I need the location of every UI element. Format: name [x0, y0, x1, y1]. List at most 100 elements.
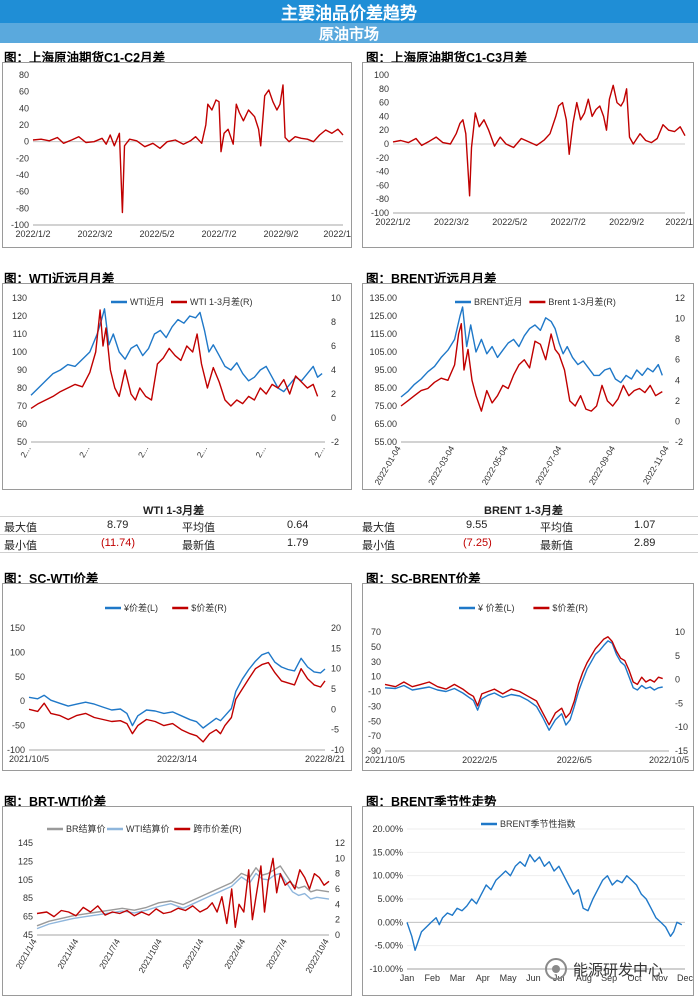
- wti-max-value: 8.79: [107, 519, 129, 531]
- y-tick-label: 20: [379, 125, 389, 135]
- section-subtitle: 原油市场: [0, 23, 698, 43]
- wti-stats-title: WTI 1-3月差: [143, 505, 205, 517]
- x-tick-label: May: [500, 973, 518, 983]
- y2-tick-label: -10: [675, 722, 688, 732]
- y2-tick-label: 6: [335, 884, 340, 894]
- x-tick-label: 2022/3/2: [77, 229, 112, 239]
- x-tick-label: Jun: [526, 973, 541, 983]
- x-tick-label: 2022/11/2: [665, 217, 693, 227]
- series-line: [32, 84, 344, 214]
- y-tick-label: 40: [379, 111, 389, 121]
- x-tick-label: 2022/11/2: [323, 229, 351, 239]
- x-tick-label: 2022/10/5: [649, 755, 689, 765]
- watermark: 能源研发中心: [545, 958, 663, 980]
- x-tick-label: 2022/8/21: [305, 754, 345, 764]
- x-tick-label: 2022/10/4: [303, 937, 331, 975]
- y2-tick-label: 12: [335, 838, 345, 848]
- y-tick-label: -20: [16, 153, 29, 163]
- x-tick-label: 2022-07-04: [533, 444, 564, 487]
- brent-max-label: 最大值: [362, 522, 395, 534]
- x-tick-label: 2022/7/2: [551, 217, 586, 227]
- x-tick-label: 2022/1/2: [15, 229, 50, 239]
- y2-tick-label: 0: [675, 675, 680, 685]
- y-tick-label: 125: [18, 856, 33, 866]
- legend-label: WTI 1-3月差(R): [190, 296, 253, 307]
- y-tick-label: -20: [376, 153, 389, 163]
- y2-tick-label: 6: [331, 341, 336, 351]
- y2-tick-label: 5: [331, 684, 336, 694]
- chart-title-p1: 图：上海原油期货C1-C2月差: [4, 51, 166, 65]
- series-line: [28, 651, 326, 729]
- x-tick-label: 2021/4/4: [55, 937, 80, 971]
- series-line: [384, 636, 663, 726]
- chart-panel-p7: 145 125 105 85 65 45 12 10 8 6 4 2 0 2021/1/4 2021/4/4…: [2, 806, 352, 996]
- y-tick-label: -10: [368, 687, 381, 697]
- y-tick-label: 60: [379, 98, 389, 108]
- y-tick-label: 110: [13, 329, 27, 339]
- y-tick-label: 70: [17, 401, 27, 411]
- y-tick-label: 150: [10, 623, 25, 633]
- y-tick-label: 15.00%: [372, 847, 403, 857]
- y2-tick-label: 20: [331, 623, 341, 633]
- chart-title-p5: 图：SC-WTI价差: [4, 572, 99, 586]
- y-tick-label: -70: [368, 731, 381, 741]
- legend-label: BR结算价: [66, 823, 106, 834]
- y2-tick-label: -2: [331, 437, 339, 447]
- y-tick-label: 100: [374, 70, 389, 80]
- wti-min-value: (11.74): [101, 537, 136, 549]
- chart-p4: 135.00 125.00 115.00 105.00 95.00 85.00 75.00 6…: [369, 293, 685, 487]
- chart-panel-p6: 70 50 30 10 -10 -30 -50 -70 -90 10 5 0 -5 -10 -15 2021/…: [362, 583, 694, 771]
- wti-avg-label: 平均值: [182, 522, 215, 534]
- y2-tick-label: 4: [335, 899, 340, 909]
- x-tick-label: 2021/1/4: [14, 937, 39, 971]
- brent-min-value: (7.25): [463, 537, 492, 549]
- y-tick-label: -100: [371, 208, 389, 218]
- x-tick-label: 2022/3/2: [434, 217, 469, 227]
- y-tick-label: 125.00: [369, 311, 397, 321]
- y2-tick-label: 0: [675, 416, 680, 426]
- y-tick-label: -40: [16, 170, 29, 180]
- x-tick-label: 2022-09-04: [587, 444, 618, 487]
- series-line: [36, 857, 330, 929]
- x-tick-label: 2022/9/2: [263, 229, 298, 239]
- x-tick-label: 2022/3/14: [157, 754, 197, 764]
- x-tick-label: Nov: [652, 973, 669, 983]
- x-tick-label: 2022-01-04: [372, 444, 403, 487]
- y-tick-label: 50: [371, 642, 381, 652]
- x-tick-label: 2...: [312, 444, 327, 459]
- y-tick-label: 95.00: [374, 365, 397, 375]
- brent-max-value: 9.55: [466, 519, 488, 531]
- series-line: [30, 309, 319, 409]
- y2-tick-label: 5: [675, 651, 680, 661]
- wechat-icon: [545, 958, 567, 980]
- brent-min-label: 最小值: [362, 540, 395, 552]
- y-tick-label: 100: [10, 647, 25, 657]
- y-tick-label: 135.00: [369, 293, 397, 303]
- chart-title-p2: 图：上海原油期货C1-C3月差: [366, 51, 528, 65]
- y-tick-label: -10.00%: [369, 964, 403, 974]
- x-tick-label: 2022/9/2: [609, 217, 644, 227]
- brent-avg-label: 平均值: [540, 522, 573, 534]
- series-line: [36, 872, 330, 930]
- chart-panel-p3: 130 120 110 100 90 80 70 60 50 10 8 6 4 2 0 -2 2... 2... 2…: [2, 283, 352, 490]
- y-tick-label: 0: [384, 139, 389, 149]
- chart-title-p3: 图：WTI近远月月差: [4, 272, 115, 286]
- legend-label: BRENT近月: [474, 296, 523, 307]
- y2-tick-label: 10: [335, 853, 345, 863]
- legend-label: WTI结算价: [126, 823, 170, 834]
- y-tick-label: 80: [19, 70, 29, 80]
- brent-last-value: 2.89: [634, 537, 656, 549]
- x-tick-label: 2022/1/4: [180, 937, 205, 971]
- x-tick-label: 2021/7/4: [97, 937, 122, 971]
- y-tick-label: 40: [19, 103, 29, 113]
- brent-last-label: 最新值: [540, 540, 573, 552]
- x-tick-label: 2022/7/4: [264, 937, 289, 971]
- chart-panel-p1: 80 60 40 20 0 -20 -40 -60 -80 -100 2022/1/2 2022/3/…: [2, 62, 363, 248]
- y-tick-label: 30: [371, 657, 381, 667]
- x-tick-label: 2...: [253, 444, 268, 459]
- legend-label: BRENT季节性指数: [500, 818, 576, 829]
- y2-tick-label: 6: [675, 355, 680, 365]
- y-tick-label: 60: [17, 419, 27, 429]
